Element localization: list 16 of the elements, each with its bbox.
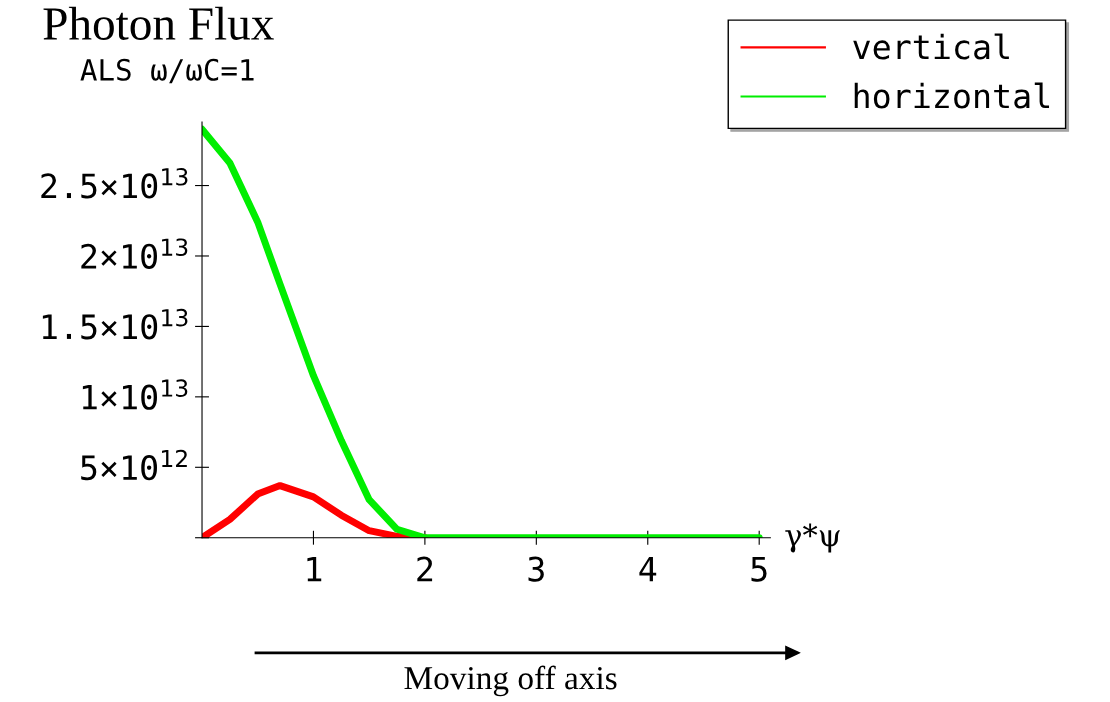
x-tick-label: 1 bbox=[307, 556, 322, 582]
y-tick-label: 2×10$^{13}$ bbox=[81, 238, 188, 269]
legend-label: horizontal bbox=[854, 82, 1050, 109]
y-tick-label: 2.5×10$^{13}$ bbox=[41, 167, 188, 199]
x-tick-label: 3 bbox=[528, 556, 544, 582]
legend-label: vertical bbox=[853, 33, 1009, 60]
chart-title: Photon Flux bbox=[43, 6, 274, 40]
x-tick-label: 4 bbox=[639, 556, 657, 582]
x-tick-label: 5 bbox=[751, 556, 767, 582]
x-tick-label: 2 bbox=[417, 556, 433, 582]
y-tick-label: 1×10$^{13}$ bbox=[82, 379, 188, 410]
chart-subtitle: ALS ω/ωC=1 bbox=[80, 58, 254, 84]
text: Moving off axis bbox=[404, 665, 617, 697]
x-axis-title: γ*ψ bbox=[785, 523, 840, 553]
y-tick-label: 5×10$^{12}$ bbox=[81, 449, 187, 481]
y-tick-label: 1.5×10$^{13}$ bbox=[42, 308, 188, 340]
